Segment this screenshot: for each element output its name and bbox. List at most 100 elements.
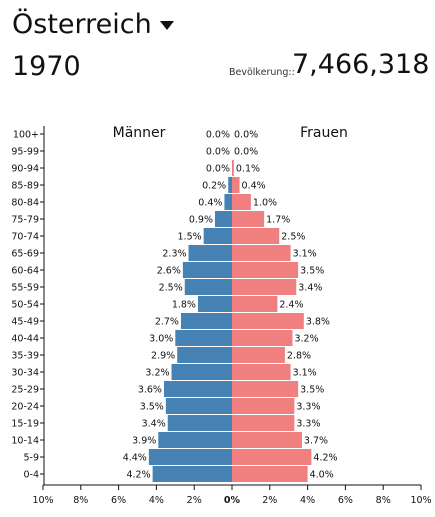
male-value-label: 3.6% (138, 385, 162, 396)
female-bar (232, 194, 251, 210)
female-value-label: 2.8% (287, 351, 311, 362)
male-value-label: 3.2% (145, 368, 169, 379)
male-bar (148, 449, 232, 465)
female-value-label: 3.2% (294, 334, 318, 345)
age-group-label: 65-69 (11, 249, 39, 260)
female-bar (232, 432, 302, 448)
female-bar (232, 381, 299, 397)
x-tick-label: 4% (300, 495, 315, 506)
male-value-label: 1.5% (178, 232, 202, 243)
male-bar (203, 228, 232, 244)
age-group-label: 30-34 (11, 368, 39, 379)
caret-down-icon (159, 21, 174, 30)
x-tick-label: 8% (73, 495, 88, 506)
male-bar (197, 296, 232, 312)
x-tick-label: 10% (410, 495, 431, 506)
female-bar (232, 449, 312, 465)
female-value-label: 3.4% (298, 283, 322, 294)
female-value-label: 3.1% (293, 249, 317, 260)
age-group-label: 55-59 (11, 283, 39, 294)
female-bar (232, 279, 297, 295)
female-value-label: 2.4% (279, 300, 303, 311)
male-bar (165, 398, 232, 414)
female-value-label: 1.7% (266, 215, 290, 226)
female-value-label: 3.3% (296, 419, 320, 430)
x-tick-label: 10% (32, 495, 53, 506)
female-value-label: 4.2% (313, 453, 337, 464)
age-group-label: 0-4 (23, 470, 39, 481)
age-group-label: 45-49 (11, 317, 39, 328)
female-bar (232, 364, 291, 380)
age-group-label: 5-9 (23, 453, 39, 464)
male-value-label: 0.2% (202, 181, 226, 192)
age-group-label: 50-54 (11, 300, 39, 311)
male-bar (182, 262, 232, 278)
age-group-label: 95-99 (11, 147, 39, 158)
male-value-label: 0.0% (206, 164, 230, 175)
male-value-label: 3.9% (132, 436, 156, 447)
male-value-label: 2.6% (157, 266, 181, 277)
x-tick-label: 6% (111, 495, 126, 506)
x-tick-label: 0% (224, 495, 241, 506)
male-value-label: 2.3% (162, 249, 186, 260)
male-bar (175, 330, 232, 346)
female-bar (232, 415, 295, 431)
male-value-label: 3.4% (142, 419, 166, 430)
age-group-label: 75-79 (11, 215, 39, 226)
female-bar (232, 347, 285, 363)
female-bar (232, 177, 240, 193)
female-value-label: 3.5% (300, 266, 324, 277)
age-group-label: 10-14 (11, 436, 39, 447)
male-value-label: 0.9% (189, 215, 213, 226)
female-bar (232, 330, 293, 346)
female-bar (232, 466, 308, 482)
age-group-label: 25-29 (11, 385, 39, 396)
x-tick-label: 2% (187, 495, 202, 506)
male-bar (188, 245, 232, 261)
female-value-label: 3.5% (300, 385, 324, 396)
female-value-label: 0.1% (236, 164, 260, 175)
age-group-label: 70-74 (11, 232, 39, 243)
female-bar (232, 313, 304, 329)
female-value-label: 0.0% (234, 130, 258, 141)
female-value-label: 0.0% (234, 147, 258, 158)
male-value-label: 3.5% (140, 402, 164, 413)
female-bar (232, 398, 295, 414)
male-bar (228, 177, 232, 193)
female-value-label: 3.7% (304, 436, 328, 447)
male-value-label: 1.8% (172, 300, 196, 311)
male-bar (184, 279, 232, 295)
female-value-label: 3.1% (293, 368, 317, 379)
age-group-label: 80-84 (11, 198, 39, 209)
age-group-label: 60-64 (11, 266, 39, 277)
female-value-label: 4.0% (310, 470, 334, 481)
x-tick-label: 4% (149, 495, 164, 506)
age-group-label: 15-19 (11, 419, 39, 430)
x-tick-label: 8% (376, 495, 391, 506)
female-value-label: 2.5% (281, 232, 305, 243)
population-value: 7,466,318 (292, 49, 430, 80)
male-value-label: 4.2% (126, 470, 150, 481)
age-group-label: 100+ (13, 130, 39, 141)
population-label: Bevölkerung:: (229, 67, 295, 78)
female-bar (232, 160, 234, 176)
x-tick-label: 6% (338, 495, 353, 506)
male-bar (152, 466, 232, 482)
age-group-label: 20-24 (11, 402, 39, 413)
male-series-label: Männer (113, 125, 166, 141)
male-bar (158, 432, 232, 448)
country-selector[interactable]: Österreich (12, 8, 174, 42)
female-value-label: 3.8% (306, 317, 330, 328)
female-bar (232, 296, 278, 312)
male-value-label: 0.0% (206, 147, 230, 158)
female-bar (232, 262, 299, 278)
male-value-label: 4.4% (123, 453, 147, 464)
female-value-label: 0.4% (242, 181, 266, 192)
male-value-label: 3.0% (149, 334, 173, 345)
female-bar (232, 211, 265, 227)
male-value-label: 0.4% (198, 198, 222, 209)
male-bar (224, 194, 232, 210)
female-value-label: 1.0% (253, 198, 277, 209)
year-label: 1970 (12, 51, 81, 82)
